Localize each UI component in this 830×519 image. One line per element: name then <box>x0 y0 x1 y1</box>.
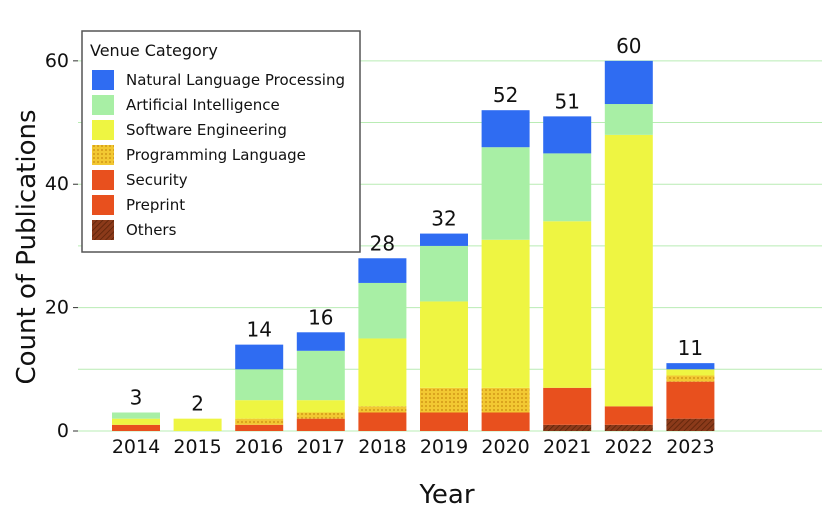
bar-segment-2018-preprint <box>358 412 407 431</box>
bar-total-label: 3 <box>130 385 143 409</box>
legend-box <box>81 30 361 253</box>
x-tick-label: 2022 <box>605 436 653 458</box>
y-tick-label: 60 <box>45 50 69 72</box>
bar-segment-2017-software-engineering <box>296 400 345 413</box>
legend-label-natural-language-processing: Natural Language Processing <box>126 71 345 89</box>
legend-swatch-software-engineering <box>92 120 114 140</box>
bar-segment-2018-artificial-intelligence <box>358 282 407 339</box>
bar-segment-2022-others <box>604 424 653 431</box>
bar-total-label: 16 <box>308 305 333 329</box>
bar-segment-2014-preprint <box>112 424 160 431</box>
y-tick-label: 20 <box>45 297 69 319</box>
bar-segment-2021-artificial-intelligence <box>543 153 592 222</box>
bar-total-label: 11 <box>678 336 703 360</box>
bar-total-label: 28 <box>370 231 395 255</box>
bar-segment-2014-artificial-intelligence <box>112 412 160 419</box>
bar-segment-2020-preprint <box>481 412 530 431</box>
x-tick-label: 2017 <box>297 436 345 458</box>
legend-label-programming-language: Programming Language <box>126 146 306 164</box>
bar-segment-2023-natural-language-processing <box>666 363 715 370</box>
bar-segment-2019-artificial-intelligence <box>420 245 468 302</box>
bar-segment-2020-software-engineering <box>481 239 530 388</box>
legend: Venue Category Natural Language Processi… <box>81 30 361 253</box>
x-tick-label: 2016 <box>235 436 283 458</box>
x-tick-label: 2014 <box>112 436 160 458</box>
bar-segment-2022-preprint <box>604 406 653 425</box>
x-axis-ticks: 2014 2015 2016 2017 2018 2019 2020 2021 2022 2023 <box>112 436 715 458</box>
x-tick-label: 2019 <box>420 436 468 458</box>
legend-label-security: Security <box>126 171 188 189</box>
legend-title: Venue Category <box>90 41 218 60</box>
x-tick-label: 2023 <box>666 436 714 458</box>
bar-segment-2016-programming-language <box>235 418 284 425</box>
bar-segment-2018-natural-language-processing <box>358 258 407 283</box>
x-tick-label: 2018 <box>358 436 406 458</box>
bar-total-label: 2 <box>191 392 204 416</box>
bar-segment-2017-preprint <box>296 418 345 431</box>
bar-segment-2018-software-engineering <box>358 338 407 407</box>
bar-total-label: 32 <box>431 207 456 231</box>
x-tick-label: 2021 <box>543 436 591 458</box>
bar-segment-2023-software-engineering <box>666 369 715 376</box>
x-axis-title: Year <box>418 480 474 510</box>
y-axis-ticks: 0 20 40 60 <box>45 50 78 442</box>
bar-segment-2022-natural-language-processing <box>604 60 653 105</box>
bar-segment-2021-others <box>543 424 592 431</box>
legend-label-others: Others <box>126 221 177 239</box>
bar-segment-2016-artificial-intelligence <box>235 369 284 401</box>
bar-segment-2023-others <box>666 418 715 431</box>
bar-segment-2021-natural-language-processing <box>543 116 592 154</box>
legend-label-preprint: Preprint <box>126 196 185 214</box>
bar-total-label: 52 <box>493 83 518 107</box>
bar-segment-2016-preprint <box>235 424 284 431</box>
bar-segment-2019-programming-language <box>420 387 468 413</box>
bar-segment-2023-preprint <box>666 381 715 419</box>
bar-segment-2017-programming-language <box>296 412 345 419</box>
bar-segment-2022-software-engineering <box>604 134 653 407</box>
bar-segment-2020-natural-language-processing <box>481 110 530 148</box>
legend-swatch-programming-language <box>92 145 114 165</box>
bars <box>112 60 715 431</box>
legend-swatch-artificial-intelligence <box>92 95 114 115</box>
bar-total-label: 51 <box>554 89 579 113</box>
legend-swatch-security <box>92 170 114 190</box>
bar-segment-2019-software-engineering <box>420 301 468 388</box>
bar-segment-2021-preprint <box>543 387 592 425</box>
legend-items: Natural Language Processing Artificial In… <box>92 70 345 240</box>
bar-segment-2020-programming-language <box>481 387 530 413</box>
x-tick-label: 2015 <box>173 436 221 458</box>
bar-segment-2022-artificial-intelligence <box>604 104 653 135</box>
bar-segment-2014-software-engineering <box>112 418 160 425</box>
y-tick-label: 0 <box>57 420 69 442</box>
y-axis-title: Count of Publications <box>12 109 42 384</box>
x-tick-label: 2020 <box>481 436 529 458</box>
bar-segment-2015-software-engineering <box>173 418 222 431</box>
bar-segment-2019-preprint <box>420 412 468 431</box>
legend-swatch-others <box>92 220 114 240</box>
bar-segment-2016-software-engineering <box>235 400 284 419</box>
bar-segment-2019-natural-language-processing <box>420 233 468 246</box>
legend-swatch-preprint <box>92 195 114 215</box>
bar-segment-2016-natural-language-processing <box>235 344 284 370</box>
bar-segment-2023-programming-language <box>666 375 715 382</box>
bar-segment-2020-artificial-intelligence <box>481 147 530 240</box>
legend-label-software-engineering: Software Engineering <box>126 121 287 139</box>
bar-total-label: 14 <box>246 318 271 342</box>
bar-segment-2017-natural-language-processing <box>296 332 345 351</box>
bar-segment-2018-programming-language <box>358 406 407 413</box>
legend-swatch-natural-language-processing <box>92 70 114 90</box>
bar-total-label: 60 <box>616 34 641 58</box>
bar-segment-2021-software-engineering <box>543 221 592 388</box>
legend-label-artificial-intelligence: Artificial Intelligence <box>126 96 280 114</box>
bar-segment-2017-artificial-intelligence <box>296 350 345 401</box>
y-tick-label: 40 <box>45 173 69 195</box>
